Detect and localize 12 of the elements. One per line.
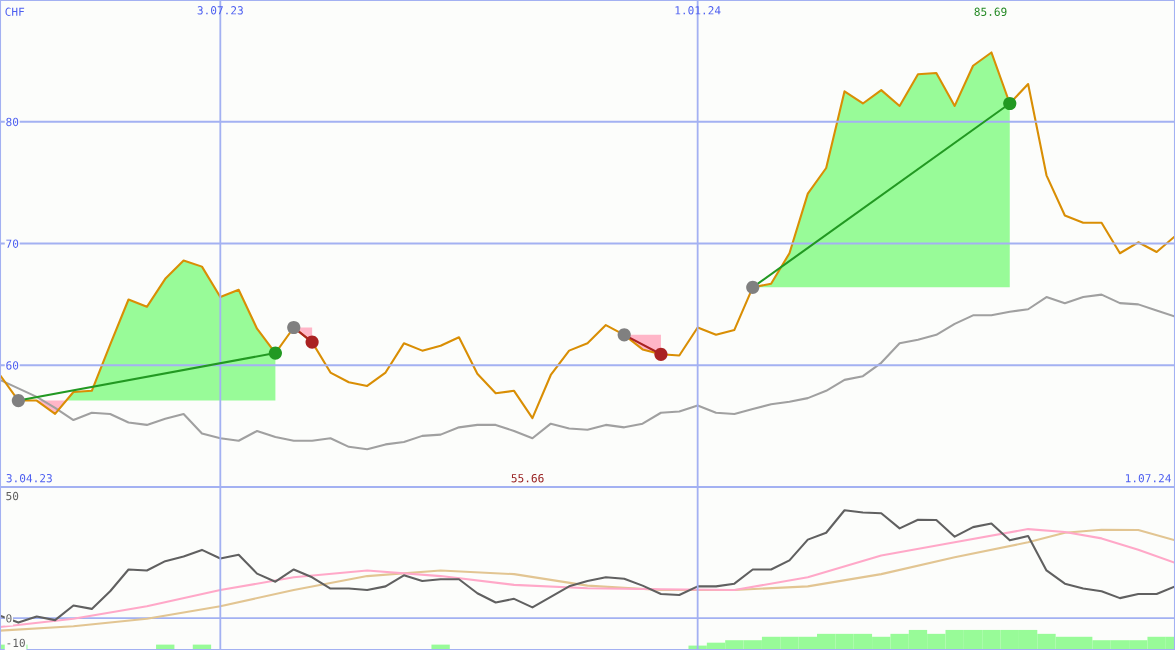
y-axis-title: CHF [5, 7, 25, 16]
y-tick-label: 70 [6, 239, 19, 248]
y-tick-label: 80 [6, 117, 19, 127]
x-tick-label: 3.07.23 [197, 6, 243, 15]
annotation: 55.66 [511, 474, 544, 483]
y-tick-label: 60 [6, 361, 19, 370]
y-tick-label: 50 [6, 491, 19, 501]
y-tick-label: 0 [6, 614, 12, 623]
annotation: 3.04.23 [6, 474, 52, 483]
x-tick-label: 1.01.24 [675, 6, 721, 15]
annotation: 1.07.24 [1125, 474, 1171, 483]
annotation: 85.69 [974, 7, 1007, 16]
